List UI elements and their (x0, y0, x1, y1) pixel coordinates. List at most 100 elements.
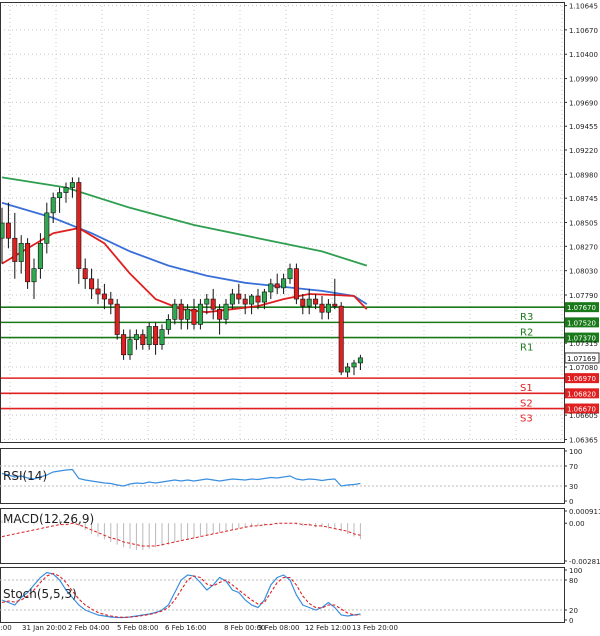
candle-body (153, 326, 159, 345)
candle-body (313, 298, 319, 305)
candle-body (242, 298, 248, 305)
pivot-name-s1: S1 (520, 383, 533, 394)
price-tick-label: 1.06605 (569, 412, 598, 420)
candle-body (50, 197, 56, 214)
candle-body (108, 298, 114, 305)
candle-body (293, 268, 299, 300)
candle-body (325, 303, 331, 313)
rsi-label: RSI(14) (3, 469, 47, 483)
price-tick-label: 1.09220 (569, 147, 598, 155)
candle-body (338, 305, 344, 373)
candle-body (300, 298, 306, 307)
pivot-price-tag (565, 388, 599, 399)
time-tick-label: 6 Feb 16:00 (165, 624, 206, 632)
candle-body (76, 182, 82, 269)
rsi-panel-frame (0, 448, 565, 504)
indicator-tick-label: 0 (569, 498, 573, 506)
candle-body (268, 283, 274, 293)
pivot-price-tag (565, 302, 599, 313)
price-tick-label: 1.07790 (569, 292, 598, 300)
pivot-price-tag (565, 317, 599, 328)
indicator-tick-label: 0.00 (569, 520, 585, 528)
price-tick-label: 1.09990 (569, 76, 598, 84)
candle-body (0, 222, 5, 239)
price-tick-label: 1.07080 (569, 364, 598, 372)
pivot-price-tag (565, 403, 599, 414)
candle-body (319, 303, 325, 313)
main-price-grid (0, 2, 564, 442)
indicator-tick-label: -0.002819 (569, 558, 600, 566)
time-tick-label: 13 Feb 20:00 (352, 624, 398, 632)
candle-body (140, 334, 146, 345)
pivot-name-r3: R3 (520, 312, 533, 323)
candle-body (281, 278, 287, 289)
pivot-price-label: 1.07670 (567, 304, 596, 312)
candle-body (95, 288, 101, 295)
time-axis: 2:00 31 Jan 20:002 Feb 04:00 5 Feb 08:00 6 … (0, 624, 398, 632)
rsi-panel: 100 70 30 0 (0, 448, 582, 506)
indicator-tick-label: 0.000911 (569, 508, 600, 516)
candle-body (255, 295, 261, 303)
price-tick-label: 1.08030 (569, 268, 598, 276)
time-tick-label: 31 Jan 20:00 (22, 624, 66, 632)
candle-body (332, 303, 338, 307)
pivot-price-label: 1.07520 (567, 319, 596, 327)
candle-body (133, 334, 139, 340)
candle-body (210, 298, 216, 310)
time-tick-label: 9 Feb 08:00 (258, 624, 299, 632)
pivot-name-r2: R2 (520, 327, 533, 338)
candle-body (82, 268, 88, 280)
candle-body (191, 308, 197, 325)
pivot-price-label: 1.06670 (567, 406, 596, 414)
candle-body (351, 362, 357, 368)
indicator-tick-label: 30 (569, 483, 578, 491)
price-tick-label: 1.07315 (569, 340, 598, 348)
indicator-tick-label: 20 (569, 607, 578, 615)
stoch-d-line (1, 572, 361, 619)
pivot-price-tag (565, 373, 599, 384)
stoch-k-line (1, 571, 361, 619)
indicator-tick-label: 0 (569, 617, 573, 625)
candlesticks (0, 177, 363, 378)
time-tick-label: 5 Feb 08:00 (117, 624, 158, 632)
price-tick-label: 1.09690 (569, 99, 598, 107)
candle-body (5, 222, 11, 239)
candle-body (172, 303, 178, 320)
indicator-tick-label: 100 (569, 448, 582, 456)
candle-body (287, 268, 293, 280)
candle-body (185, 308, 191, 320)
candle-body (31, 268, 37, 283)
time-tick-label: 2 Feb 04:00 (68, 624, 109, 632)
indicator-tick-label: 80 (569, 577, 578, 585)
candle-body (63, 187, 69, 193)
price-tick-label: 1.08980 (569, 171, 598, 179)
candle-body (121, 334, 127, 356)
indicator-tick-label: 100 (569, 567, 582, 575)
time-tick-label: 2:00 (0, 624, 12, 632)
stoch-label: Stoch(5,5,3) (3, 587, 77, 601)
indicator-tick-label: 70 (569, 463, 578, 471)
macd-label: MACD(12,26,9) (3, 512, 94, 526)
candle-body (306, 298, 312, 307)
price-tick-label: 1.08270 (569, 243, 598, 251)
candle-body (37, 242, 43, 269)
candle-body (178, 303, 184, 320)
candle-body (229, 293, 235, 305)
candle-body (57, 192, 63, 198)
candle-body (249, 295, 255, 305)
candle-body (114, 303, 120, 335)
candle-body (357, 357, 363, 364)
price-tick-label: 1.09455 (569, 123, 598, 131)
candle-body (197, 303, 203, 325)
macd-panel: 0.000911 0.00 -0.002819 (1, 508, 600, 566)
pivot-name-s3: S3 (520, 414, 533, 425)
candle-body (159, 329, 165, 345)
price-tick-label: 1.10670 (569, 27, 598, 35)
current-price-tag (564, 352, 600, 364)
candle-body (223, 303, 229, 320)
candle-body (274, 283, 280, 289)
time-tick-label: 12 Feb 12:00 (305, 624, 351, 632)
candle-body (12, 237, 18, 262)
